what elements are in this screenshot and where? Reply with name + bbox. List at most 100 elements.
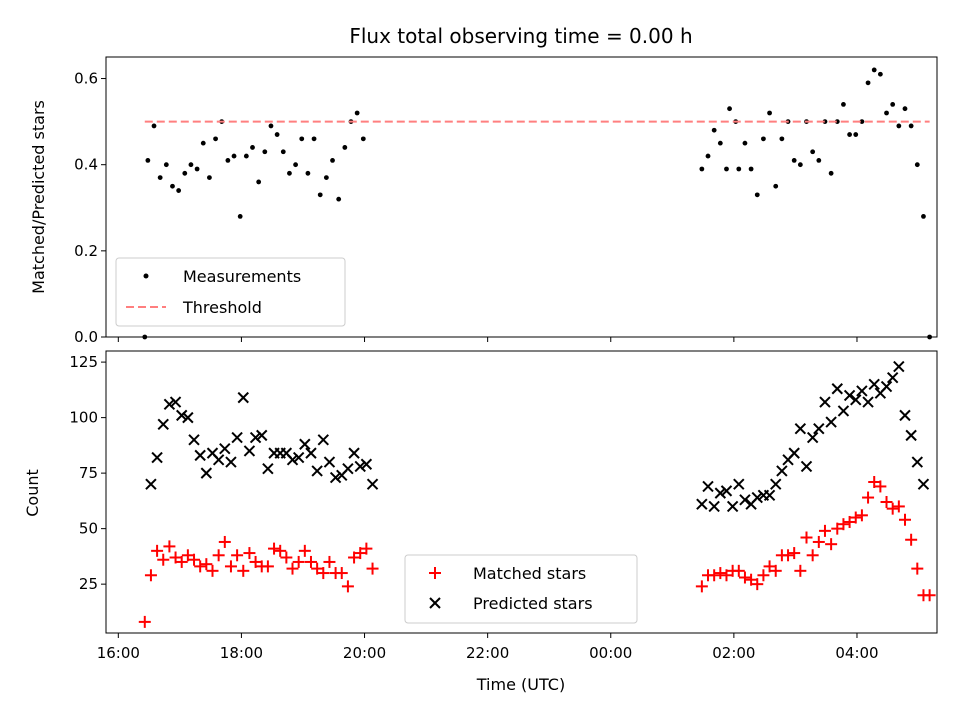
matched-stars-point	[317, 567, 330, 580]
predicted-stars-point-b	[317, 434, 329, 446]
measurement-point	[145, 157, 151, 163]
predicted-stars-point-b	[163, 398, 176, 410]
measurement-point	[791, 157, 797, 163]
matched-stars-point	[144, 569, 157, 582]
x-tick-label: 20:00	[343, 644, 386, 662]
count-y-tick-label: 25	[79, 575, 98, 593]
matched-stars-point	[206, 564, 219, 577]
predicted-stars-point-b	[880, 380, 893, 393]
x-tick-label: 18:00	[220, 644, 263, 662]
measurement-point	[822, 119, 828, 125]
measurement-point	[877, 71, 883, 77]
matched-stars-point	[738, 571, 751, 584]
matched-stars-point	[818, 524, 831, 537]
predicted-stars-point	[342, 462, 354, 475]
predicted-stars-point	[231, 431, 243, 444]
predicted-stars-point-b	[905, 429, 917, 442]
predicted-stars-point	[145, 478, 157, 490]
matched-stars-point	[855, 509, 868, 522]
predicted-stars-point	[831, 383, 843, 395]
predicted-stars-point-b	[348, 447, 360, 459]
chart-title: Flux total observing time = 0.00 h	[349, 24, 692, 48]
measurement-point	[871, 67, 877, 73]
measurement-point	[724, 166, 729, 172]
predicted-stars-point	[286, 454, 299, 466]
measurement-point	[299, 136, 305, 142]
matched-stars-point	[194, 560, 207, 573]
matched-stars-point	[812, 535, 825, 548]
matched-stars-point	[874, 480, 887, 493]
matched-stars-point	[237, 564, 250, 577]
measurement-point	[213, 136, 218, 142]
predicted-stars-point-b	[843, 389, 856, 402]
predicted-stars-point	[714, 487, 727, 499]
predicted-stars-point-b	[806, 431, 819, 444]
measurement-point	[317, 192, 323, 198]
measurement-point	[736, 166, 742, 172]
ratio-y-tick-label: 0.2	[74, 242, 98, 260]
measurement-point	[779, 136, 785, 142]
matched-stars-point	[751, 578, 764, 591]
predicted-stars-point	[806, 431, 819, 444]
matched-stars-point	[335, 567, 348, 580]
predicted-stars-point	[696, 498, 708, 510]
matched-stars-point	[695, 580, 708, 593]
measurement-point	[151, 123, 157, 129]
ratio-legend: Measurements Threshold	[115, 257, 346, 327]
predicted-stars-point-b	[188, 434, 200, 446]
predicted-stars-point	[770, 478, 782, 490]
measurement-point	[330, 157, 335, 163]
predicted-stars-point	[702, 480, 714, 493]
matched-stars-point	[806, 549, 819, 562]
matched-stars-point	[188, 553, 201, 566]
matched-stars-point	[825, 538, 838, 551]
predicted-stars-point	[899, 409, 911, 422]
predicted-stars-point	[311, 465, 323, 477]
matched-stars-point	[200, 558, 213, 571]
matched-stars-point	[886, 502, 899, 515]
ratio-plot-area	[142, 67, 933, 340]
predicted-stars-point	[726, 500, 739, 513]
predicted-stars-point-b	[696, 498, 708, 510]
predicted-stars-point	[292, 451, 305, 464]
predicted-stars-point-b	[305, 447, 317, 459]
predicted-stars-point	[249, 431, 262, 444]
predicted-stars-point-b	[299, 438, 311, 450]
predicted-stars-point-b	[708, 500, 720, 513]
predicted-stars-point-b	[145, 478, 157, 490]
predicted-stars-point-b	[800, 460, 813, 473]
count-legend-box	[404, 554, 638, 624]
measurement-point	[748, 166, 754, 172]
predicted-stars-point	[169, 396, 182, 408]
measurement-point	[188, 162, 194, 168]
measurement-point	[853, 132, 859, 137]
predicted-stars-point-b	[819, 396, 831, 408]
predicted-stars-point	[893, 360, 905, 373]
matched-stars-point	[163, 540, 176, 553]
measurement-point	[360, 136, 366, 142]
x-tick-label: 16:00	[97, 644, 140, 662]
matched-stars-point	[304, 555, 317, 568]
predicted-stars-point	[360, 458, 373, 470]
count-y-axis-label: Count	[23, 469, 42, 517]
measurement-point	[305, 170, 311, 176]
measurement-point	[828, 170, 834, 176]
x-tick-label: 00:00	[589, 644, 632, 662]
predicted-stars-point-b	[329, 471, 342, 484]
predicted-stars-point-b	[886, 371, 899, 384]
count-plot-area	[138, 360, 936, 628]
matched-stars-point	[782, 549, 795, 562]
measurement-point	[705, 153, 711, 159]
measurement-point	[717, 140, 723, 146]
predicted-stars-point	[157, 418, 169, 430]
predicted-stars-point-b	[206, 447, 219, 459]
predicted-stars-point	[825, 416, 837, 428]
ratio-legend-box	[115, 257, 346, 327]
ratio-y-axis: 0.0 0.2 0.4 0.6	[74, 70, 106, 346]
matched-stars-point	[243, 547, 256, 560]
measurement-point	[711, 127, 717, 133]
predicted-stars-point	[911, 456, 924, 468]
predicted-stars-point	[905, 429, 917, 442]
matched-stars-point	[138, 615, 151, 628]
